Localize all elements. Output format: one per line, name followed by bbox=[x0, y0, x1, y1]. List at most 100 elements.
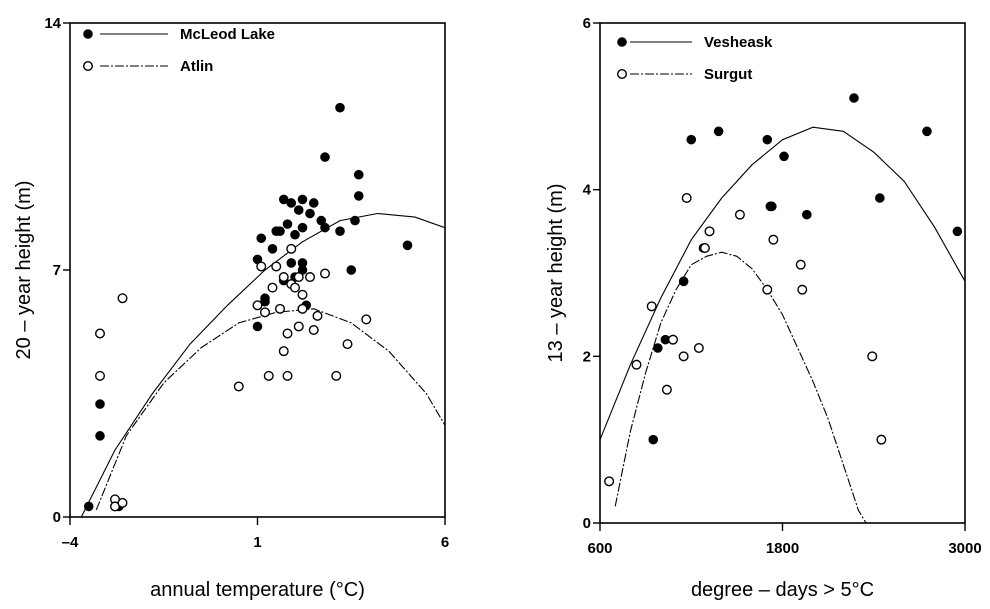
data-point-atlin bbox=[297, 289, 308, 300]
data-point-vesheask bbox=[652, 343, 663, 353]
data-point-mcleod-lake bbox=[275, 226, 285, 236]
data-point-atlin bbox=[117, 293, 128, 304]
data-point-atlin bbox=[305, 272, 316, 283]
plot-frame bbox=[599, 22, 966, 524]
data-point-mcleod-lake bbox=[353, 191, 364, 201]
data-point-atlin bbox=[271, 261, 282, 272]
legend-marker bbox=[82, 61, 93, 72]
x-tick-label: –4 bbox=[62, 534, 79, 551]
y-tick-label: 6 bbox=[583, 15, 591, 32]
data-point-atlin bbox=[252, 300, 263, 311]
y-tick-label: 14 bbox=[44, 15, 61, 32]
data-point-atlin bbox=[361, 314, 372, 325]
data-point-atlin bbox=[312, 310, 323, 321]
data-point-mcleod-lake bbox=[320, 222, 330, 233]
data-point-atlin bbox=[275, 303, 286, 314]
data-point-mcleod-lake bbox=[320, 152, 330, 162]
data-point-atlin bbox=[308, 324, 319, 335]
data-point-vesheask bbox=[849, 93, 859, 103]
legend-marker bbox=[617, 37, 627, 47]
plot-frame bbox=[69, 22, 446, 518]
data-point-atlin bbox=[94, 370, 105, 381]
data-point-atlin bbox=[260, 307, 271, 318]
data-point-atlin bbox=[263, 370, 274, 381]
data-point-atlin bbox=[331, 370, 342, 381]
data-point-vesheask bbox=[713, 126, 724, 137]
legend-marker bbox=[616, 68, 627, 79]
data-point-atlin bbox=[278, 272, 289, 283]
data-point-atlin bbox=[94, 328, 105, 339]
data-point-surgut bbox=[667, 334, 678, 345]
data-point-mcleod-lake bbox=[350, 215, 360, 226]
data-point-surgut bbox=[678, 351, 689, 362]
x-tick-label: 6 bbox=[441, 534, 449, 551]
data-point-mcleod-lake bbox=[297, 194, 308, 205]
data-point-mcleod-lake bbox=[293, 205, 304, 215]
data-point-atlin bbox=[293, 272, 304, 283]
data-point-surgut bbox=[867, 351, 878, 362]
data-point-vesheask bbox=[762, 134, 773, 145]
data-point-atlin bbox=[256, 261, 267, 272]
y-axis-label: 20 – year height (m) bbox=[13, 181, 35, 360]
data-point-mcleod-lake bbox=[346, 265, 357, 275]
data-point-mcleod-lake bbox=[297, 222, 308, 233]
data-point-surgut bbox=[604, 476, 615, 487]
data-point-atlin bbox=[267, 282, 278, 293]
x-tick-label: 1 bbox=[253, 534, 261, 551]
degree-days-height-chart: 600 1800 3000 0 2 4 6 degree – days > 5°C 13 – y… bbox=[545, 15, 982, 601]
data-point-mcleod-lake bbox=[290, 229, 300, 240]
data-point-mcleod-lake bbox=[83, 501, 94, 512]
data-point-atlin bbox=[233, 381, 244, 392]
data-point-vesheask bbox=[767, 201, 777, 212]
legend-label: Surgut bbox=[704, 66, 752, 83]
data-point-mcleod-lake bbox=[335, 102, 345, 113]
x-tick-label: 600 bbox=[587, 540, 612, 557]
data-point-mcleod-lake bbox=[267, 244, 278, 254]
data-point-vesheask bbox=[686, 134, 697, 145]
y-tick-label: 4 bbox=[583, 182, 592, 199]
data-point-surgut bbox=[646, 301, 657, 312]
fit-curve-vesheask bbox=[600, 126, 965, 440]
data-point-vesheask bbox=[922, 126, 932, 137]
fit-curve-atlin bbox=[95, 308, 445, 511]
data-point-atlin bbox=[293, 321, 304, 332]
data-point-surgut bbox=[797, 284, 808, 295]
data-point-atlin bbox=[286, 243, 297, 254]
data-point-surgut bbox=[631, 359, 642, 370]
data-point-mcleod-lake bbox=[260, 293, 270, 304]
data-point-vesheask bbox=[802, 209, 812, 220]
data-point-surgut bbox=[768, 234, 779, 245]
x-tick-label: 3000 bbox=[948, 540, 981, 557]
data-point-surgut bbox=[681, 192, 692, 203]
data-point-mcleod-lake bbox=[286, 198, 297, 208]
legend-label: McLeod Lake bbox=[180, 26, 275, 43]
data-point-mcleod-lake bbox=[256, 233, 267, 244]
data-point-surgut bbox=[693, 343, 704, 354]
y-tick-label: 0 bbox=[583, 515, 591, 532]
data-point-mcleod-lake bbox=[282, 219, 293, 229]
data-point-surgut bbox=[661, 384, 672, 395]
left-chart-panel: –4 1 6 0 7 14 annual temperature (°C) 20 – year… bbox=[0, 0, 480, 609]
x-axis-label: annual temperature (°C) bbox=[150, 579, 365, 601]
legend-label: Atlin bbox=[180, 58, 213, 75]
data-point-atlin bbox=[297, 303, 308, 314]
data-point-mcleod-lake bbox=[335, 226, 345, 236]
x-axis-label: degree – days > 5°C bbox=[691, 579, 874, 601]
y-tick-label: 7 bbox=[53, 262, 61, 279]
data-point-atlin bbox=[290, 282, 301, 293]
data-point-mcleod-lake bbox=[95, 399, 105, 409]
data-point-atlin bbox=[282, 370, 293, 381]
data-point-mcleod-lake bbox=[252, 321, 263, 332]
temperature-height-chart: –4 1 6 0 7 14 annual temperature (°C) 20 – year… bbox=[13, 15, 449, 601]
data-point-vesheask bbox=[875, 193, 885, 203]
data-point-atlin bbox=[278, 346, 289, 357]
legend-label: Vesheask bbox=[704, 34, 773, 51]
data-point-surgut bbox=[704, 226, 715, 237]
data-point-atlin bbox=[342, 339, 353, 350]
y-axis-label: 13 – year height (m) bbox=[545, 184, 567, 363]
data-point-surgut bbox=[795, 259, 806, 270]
y-tick-label: 2 bbox=[583, 348, 591, 365]
data-point-atlin bbox=[320, 268, 331, 279]
data-point-surgut bbox=[699, 242, 710, 253]
fit-curve-mcleod-lake bbox=[80, 212, 445, 517]
